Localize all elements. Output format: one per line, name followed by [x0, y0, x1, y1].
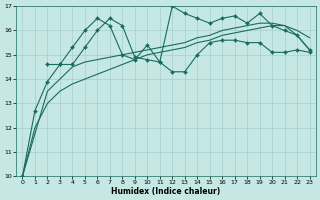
X-axis label: Humidex (Indice chaleur): Humidex (Indice chaleur) [111, 187, 221, 196]
